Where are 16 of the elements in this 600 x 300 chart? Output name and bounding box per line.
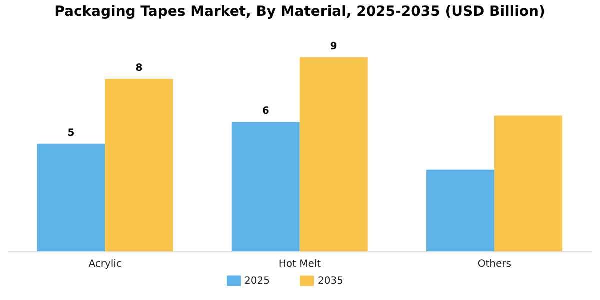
bar <box>300 57 368 252</box>
bar <box>426 170 495 252</box>
x-tick-label: Acrylic <box>88 259 122 270</box>
data-label: 6 <box>262 106 270 118</box>
legend-label: 2025 <box>244 276 270 287</box>
data-label: 5 <box>68 128 75 139</box>
legend-label: 2035 <box>318 276 344 287</box>
x-tick-label: Hot Melt <box>278 259 322 270</box>
bar <box>494 116 563 252</box>
chart-title: Packaging Tapes Market, By Material, 2025-2035 (USD Billion) <box>54 3 546 22</box>
bar <box>105 78 174 252</box>
x-tick-label: Others <box>478 259 512 270</box>
bar <box>37 144 106 252</box>
data-label: 8 <box>136 62 143 74</box>
bar <box>232 122 300 252</box>
data-label: 9 <box>330 41 338 52</box>
